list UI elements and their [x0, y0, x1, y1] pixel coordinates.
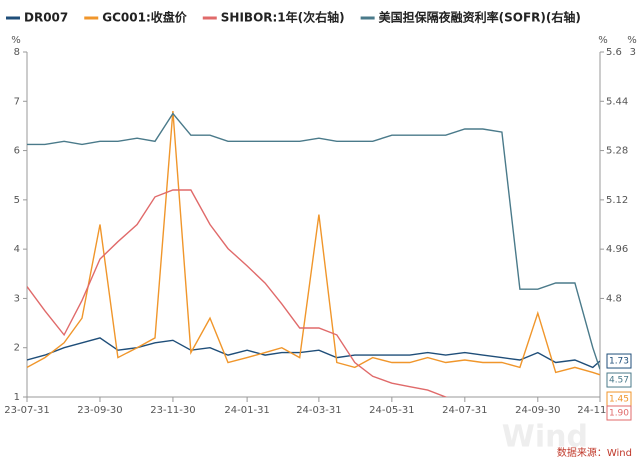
y-tick-label: 4	[14, 244, 20, 255]
y2-tick-label: 5.12	[606, 195, 628, 206]
y-tick-label: 1	[14, 392, 20, 403]
y3-tick-label: 3	[630, 47, 636, 58]
end-label: 1.90	[609, 409, 629, 419]
source: 数据来源：Wind	[557, 446, 632, 459]
plot	[27, 111, 600, 397]
legend-label: SHIBOR:1年(次右轴)	[221, 10, 345, 25]
series-line	[27, 112, 600, 370]
x-tick-label: 24-03-31	[296, 405, 341, 416]
y-tick-label: 7	[14, 96, 20, 107]
y2-tick-label: 4.8	[606, 293, 622, 304]
watermark: Wind	[502, 420, 588, 455]
y-unit: %	[11, 35, 21, 46]
end-label: 1.45	[609, 395, 629, 405]
end-label: 4.57	[609, 376, 629, 386]
end-label: 1.73	[609, 357, 629, 367]
end-label-box	[606, 405, 632, 421]
x-tick-label: 24-05-31	[369, 405, 414, 416]
legend-label: DR007	[24, 11, 68, 25]
y-tick-label: 8	[14, 47, 20, 58]
y2-tick-label: 5.28	[606, 146, 628, 157]
x-tick-label: 23-11-30	[150, 405, 195, 416]
x-tick-label: 23-09-30	[77, 405, 122, 416]
x-tick-label: 24-07-31	[442, 405, 487, 416]
x-tick-label: 24-11-21	[577, 405, 622, 416]
end-label-box	[606, 353, 632, 369]
y3-unit: %	[627, 35, 637, 46]
x-tick-label: 24-01-31	[224, 405, 269, 416]
x-tick-label: 24-09-30	[515, 405, 560, 416]
x-tick-label: 23-07-31	[4, 405, 49, 416]
y2-unit: %	[598, 35, 608, 46]
y-tick-label: 2	[14, 343, 20, 354]
y-tick-label: 6	[14, 146, 20, 157]
y-tick-label: 5	[14, 195, 20, 206]
end-label-box	[606, 372, 632, 388]
y-tick-label: 3	[14, 293, 20, 304]
y2-tick-label: 5.44	[606, 96, 628, 107]
series-line	[27, 189, 448, 397]
series-line	[27, 337, 600, 369]
y2-tick-label: 5.6	[606, 47, 622, 58]
legend-label: 美国担保隔夜融资利率(SOFR)(右轴)	[379, 10, 581, 25]
series-line	[27, 111, 600, 376]
y2-tick-label: 4.96	[606, 244, 628, 255]
legend-label: GC001:收盘价	[102, 10, 188, 25]
